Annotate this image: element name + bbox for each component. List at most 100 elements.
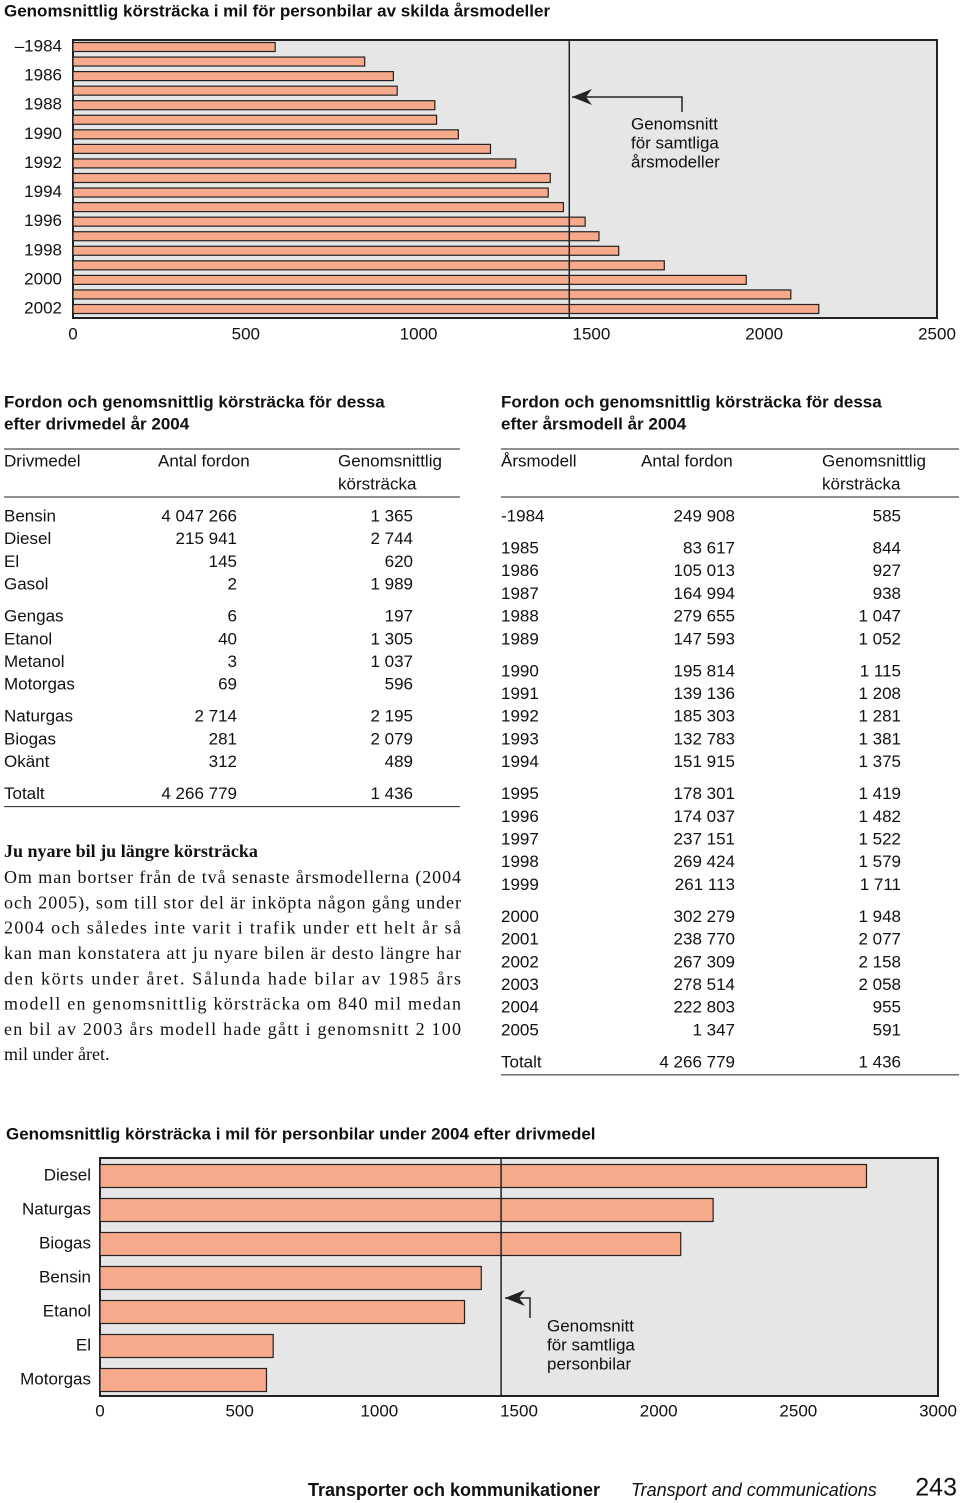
row-label: 1999 — [501, 875, 539, 894]
column-header: Antal fordon — [641, 451, 733, 470]
y-tick-label: Biogas — [39, 1233, 91, 1252]
cell-value: 6 — [228, 607, 237, 626]
bar — [72, 100, 436, 111]
y-tick-label: 1986 — [24, 66, 62, 85]
y-tick-label: Motorgas — [20, 1369, 91, 1388]
cell-value: 1 436 — [370, 784, 413, 803]
arrow-head — [505, 1290, 525, 1306]
cell-value: 261 113 — [675, 875, 735, 894]
cell-value: 178 301 — [674, 784, 735, 803]
y-tick-label: 1996 — [24, 211, 62, 230]
y-tick-label: 1990 — [24, 124, 62, 143]
cell-value: 596 — [385, 675, 413, 694]
y-tick-label: Bensin — [39, 1267, 91, 1286]
bar — [72, 172, 551, 184]
column-header: Drivmedel — [4, 451, 81, 470]
article-line: och 2005), som till stor del är inköpta … — [4, 892, 461, 913]
column-header: körsträcka — [338, 474, 417, 493]
cell-value: 2 077 — [858, 930, 901, 949]
bar — [72, 216, 586, 227]
cell-value: 4 266 779 — [659, 1052, 735, 1071]
row-label: Metanol — [4, 652, 64, 671]
cell-value: 955 — [873, 998, 901, 1017]
column-header: Genomsnittlig — [822, 451, 926, 470]
bar — [72, 56, 366, 67]
cell-value: 1 522 — [858, 829, 901, 848]
row-label: 1997 — [501, 829, 539, 848]
bar — [72, 41, 276, 53]
cell-value: 132 783 — [674, 729, 735, 748]
cell-value: 1 047 — [858, 607, 901, 626]
row-label: Biogas — [4, 729, 56, 748]
row-label: 1992 — [501, 707, 539, 726]
cell-value: 238 770 — [674, 930, 735, 949]
annotation: Genomsnitt — [631, 114, 718, 133]
article-heading: Ju nyare bil ju längre körsträcka — [4, 841, 258, 861]
bar — [72, 158, 517, 169]
cell-value: 195 814 — [674, 661, 735, 680]
y-tick-label: Naturgas — [22, 1199, 91, 1218]
y-tick-label: 1992 — [24, 153, 62, 172]
cell-value: 844 — [873, 538, 901, 557]
annotation: Genomsnitt — [547, 1316, 634, 1335]
row-label: 1991 — [501, 684, 539, 703]
footer-section-en: Transport and communications — [631, 1480, 877, 1500]
bar — [99, 1333, 274, 1359]
cell-value: 1 989 — [370, 575, 413, 594]
article-line: kan man konstatera att ju nyare bilen är… — [4, 943, 461, 963]
cell-value: 279 655 — [674, 607, 735, 626]
y-tick-label: El — [76, 1335, 91, 1354]
page-number: 243 — [915, 1474, 957, 1502]
cell-value: 249 908 — [674, 506, 735, 525]
cell-value: 2 058 — [858, 975, 901, 994]
bar — [72, 303, 820, 315]
row-label: Diesel — [4, 529, 51, 548]
cell-value: 1 579 — [858, 852, 901, 871]
article-line: 2004 och således inte varit i trafik und… — [4, 918, 461, 938]
cell-value: 302 279 — [674, 907, 735, 926]
cell-value: 1 347 — [692, 1020, 735, 1039]
cell-value: 145 — [209, 552, 237, 571]
cell-value: 40 — [218, 629, 237, 648]
cell-value: 312 — [209, 752, 237, 771]
y-tick-label: 1998 — [24, 240, 62, 259]
cell-value: 1 948 — [858, 907, 901, 926]
x-tick-label: 1000 — [360, 1401, 398, 1420]
row-label: Bensin — [4, 506, 56, 525]
x-tick-label: 500 — [225, 1401, 253, 1420]
cell-value: 281 — [209, 729, 237, 748]
bar — [72, 85, 398, 96]
x-tick-label: 500 — [232, 324, 260, 343]
cell-value: 139 136 — [674, 684, 735, 703]
x-tick-label: 2500 — [918, 324, 956, 343]
row-label: 1998 — [501, 852, 539, 871]
x-tick-label: 2000 — [640, 1401, 678, 1420]
cell-value: 4 047 266 — [161, 506, 237, 525]
bar — [72, 202, 565, 213]
table-title: Fordon och genomsnittlig körsträcka för … — [4, 392, 385, 411]
row-label: 1996 — [501, 807, 539, 826]
bar — [72, 143, 492, 154]
cell-value: 1 208 — [858, 684, 901, 703]
cell-value: 222 803 — [674, 998, 735, 1017]
y-tick-label: 1988 — [24, 95, 62, 114]
cell-value: 1 365 — [370, 506, 413, 525]
x-tick-label: 1500 — [572, 324, 610, 343]
row-label: 1986 — [501, 561, 539, 580]
cell-value: 1 375 — [858, 752, 901, 771]
cell-value: 585 — [873, 506, 901, 525]
y-tick-label: 2000 — [24, 269, 62, 288]
cell-value: 1 711 — [860, 875, 901, 894]
cell-value: 3 — [228, 652, 237, 671]
cell-value: 1 281 — [858, 707, 901, 726]
x-tick-label: 3000 — [919, 1401, 957, 1420]
bar — [72, 245, 620, 256]
annotation: för samtliga — [547, 1335, 635, 1354]
cell-value: 83 617 — [683, 538, 735, 557]
row-label: 1988 — [501, 607, 539, 626]
row-label: 1994 — [501, 752, 539, 771]
row-label: 1985 — [501, 538, 539, 557]
cell-value: 185 303 — [674, 707, 735, 726]
cell-value: 69 — [218, 675, 237, 694]
